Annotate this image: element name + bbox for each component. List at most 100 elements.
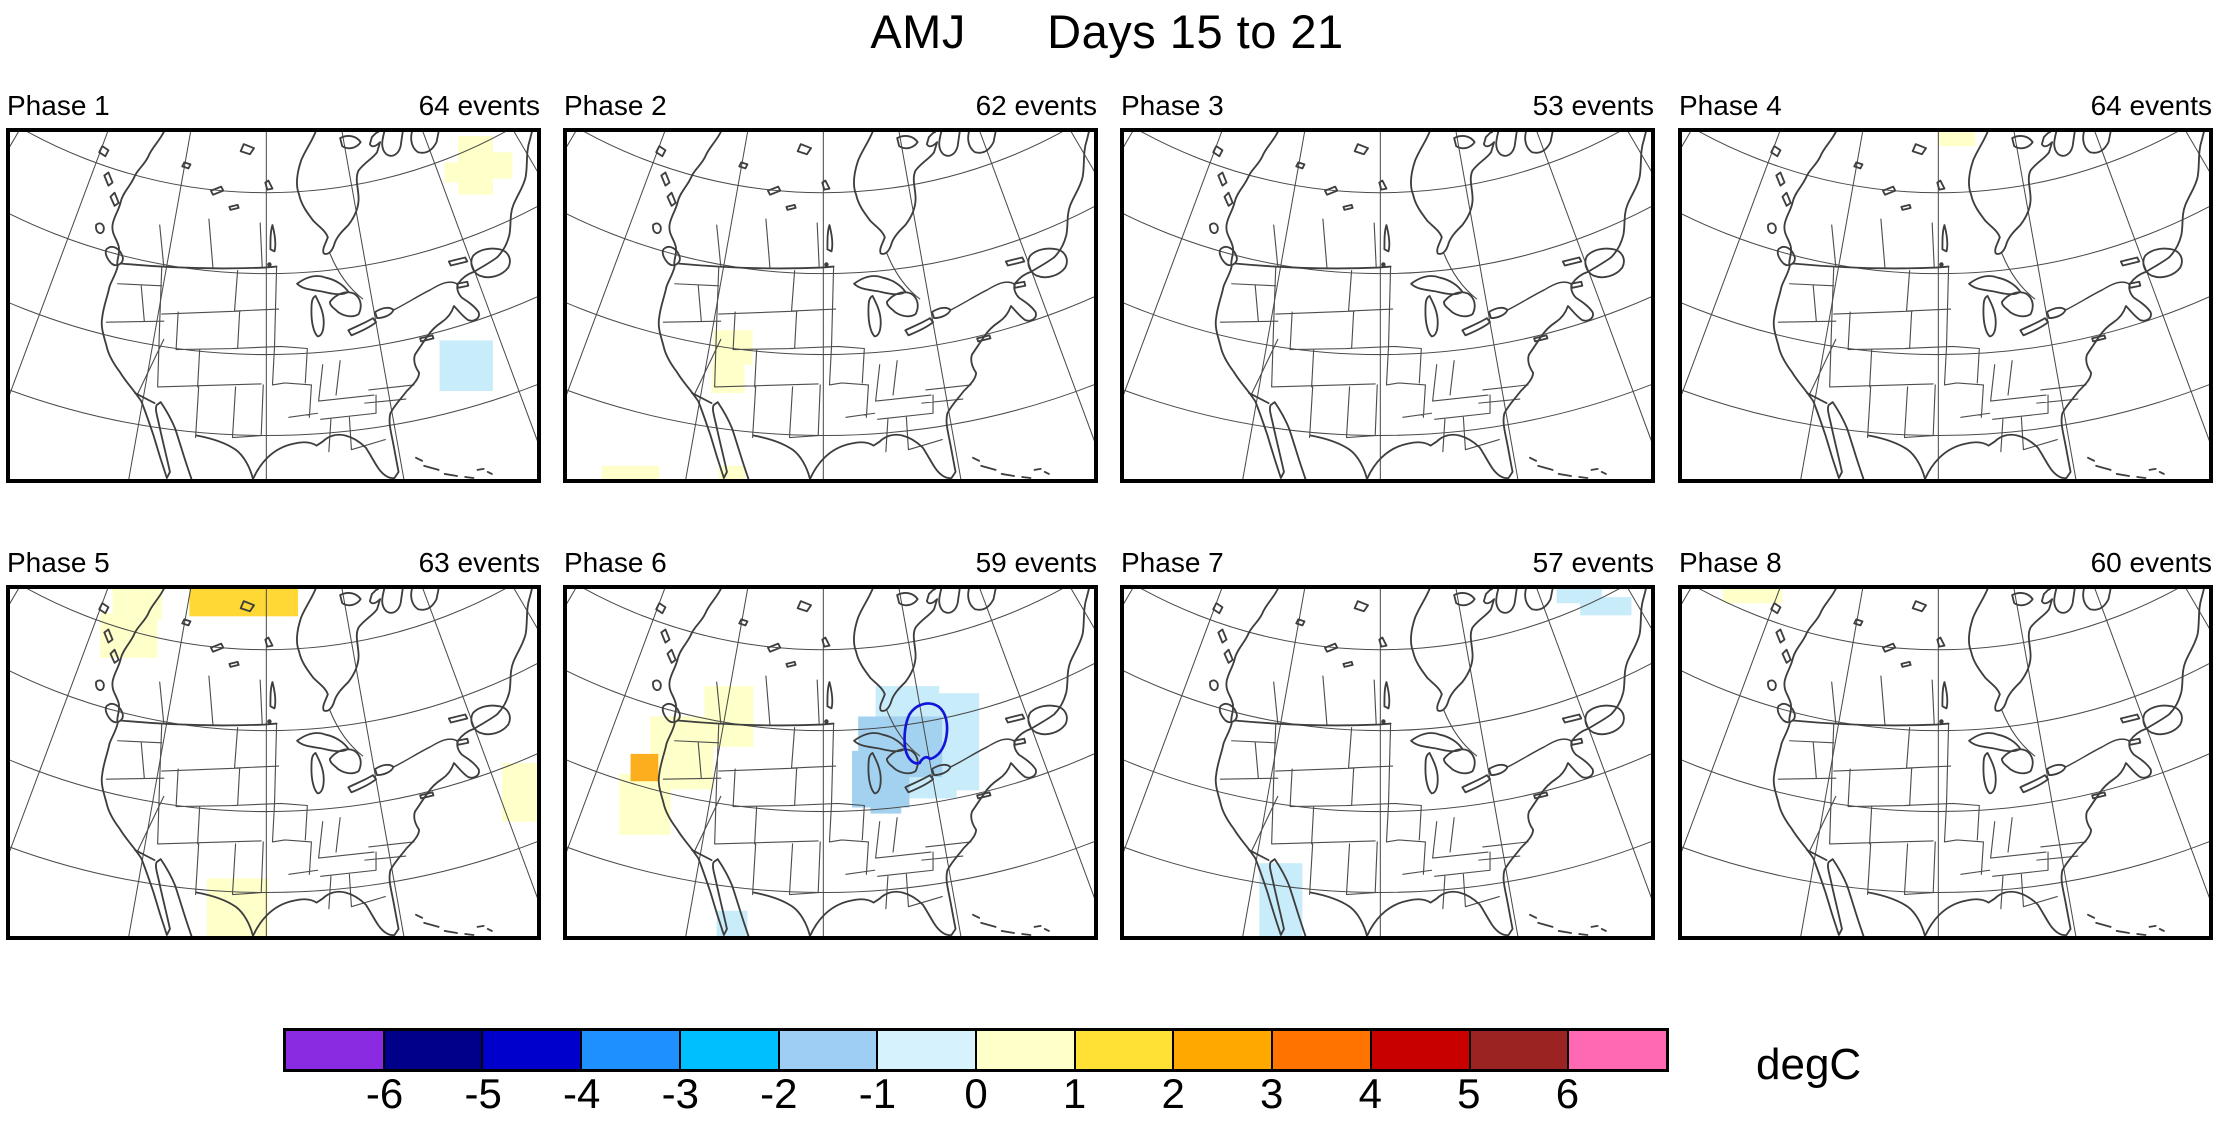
map-frame: [563, 585, 1098, 940]
anomaly-patch: [444, 162, 462, 183]
panel-header: Phase 2 62 events: [563, 90, 1098, 122]
map-panel-phase-6: Phase 6 59 events: [563, 547, 1098, 940]
colorbar-segment-0: [286, 1031, 383, 1069]
map-panel-phase-8: Phase 8 60 events: [1678, 547, 2213, 940]
basemap-use: [1682, 132, 2209, 479]
colorbar-tick--2: -2: [760, 1070, 798, 1117]
colorbar-tick--6: -6: [365, 1070, 404, 1117]
colorbar-segment-5: [777, 1031, 877, 1069]
phase-label: Phase 6: [564, 547, 667, 578]
colorbar-tick--1: -1: [858, 1070, 897, 1117]
map-panel-phase-4: Phase 4 64 events: [1678, 90, 2213, 483]
events-count-label: 59 events: [975, 547, 1097, 578]
anomaly-patch: [1259, 863, 1303, 936]
colorbar-tick-3: 3: [1260, 1070, 1284, 1117]
figure-title: AMJ Days 15 to 21: [870, 5, 1344, 58]
panel-header: Phase 5 63 events: [6, 547, 541, 579]
phase-label: Phase 1: [7, 90, 110, 121]
colorbar-units-label: degC: [1756, 1040, 1862, 1089]
anomaly-patch: [630, 753, 659, 782]
map-canvas: [1124, 132, 1651, 479]
map-panel-phase-5: Phase 5 63 events: [6, 547, 541, 940]
basemap-use: [1124, 589, 1651, 936]
anomaly-patches: [439, 136, 513, 391]
basemap-use: [10, 589, 537, 936]
colorbar-segment-4: [678, 1031, 778, 1069]
map-canvas: [1682, 589, 2209, 936]
events-count-label: 60 events: [2090, 547, 2212, 578]
significance-contour: [903, 702, 949, 765]
panel-header: Phase 6 59 events: [563, 547, 1098, 579]
basemap-use: [567, 132, 1094, 479]
events-count-label: 57 events: [1532, 547, 1654, 578]
colorbar-tick-labels: -6 -5 -4 -3 -2 -1 0 1 2 3 4 5 6: [283, 1070, 1669, 1120]
map-frame: [6, 128, 541, 483]
anomaly-patch: [1580, 597, 1632, 616]
colorbar-tick-6: 6: [1555, 1070, 1580, 1117]
map-panel-phase-3: Phase 3 53 events: [1120, 90, 1655, 483]
map-frame: [1678, 128, 2213, 483]
colorbar-tick-4: 4: [1358, 1070, 1382, 1117]
anomaly-patch: [716, 910, 748, 936]
anomaly-patches: [601, 330, 753, 479]
anomaly-patches: [1938, 132, 1976, 147]
colorbar-tick--3: -3: [661, 1070, 699, 1117]
anomaly-patch: [1723, 589, 1783, 604]
anomaly-patch: [601, 465, 660, 479]
map-canvas: [1124, 589, 1651, 936]
map-frame: [1120, 128, 1655, 483]
colorbar-segment-9: [1172, 1031, 1272, 1069]
phase-label: Phase 4: [1679, 90, 1782, 121]
anomaly-patch: [1938, 132, 1976, 147]
colorbar-segment-1: [382, 1031, 482, 1069]
anomaly-patches: [1723, 589, 1783, 604]
panel-header: Phase 7 57 events: [1120, 547, 1655, 579]
map-canvas: [567, 132, 1094, 479]
map-canvas: [10, 132, 537, 479]
phase-label: Phase 3: [1121, 90, 1224, 121]
basemap-use: [1682, 589, 2209, 936]
basemap-use: [10, 132, 537, 479]
colorbar-segment-6: [876, 1031, 976, 1069]
map-canvas: [10, 589, 537, 936]
colorbar-tick-5: 5: [1457, 1070, 1481, 1117]
colorbar-tick-2: 2: [1161, 1070, 1185, 1117]
colorbar-segment-3: [580, 1031, 679, 1069]
colorbar-tick-1: 1: [1062, 1070, 1087, 1117]
colorbar-segment-12: [1468, 1031, 1568, 1069]
colorbar-tick--4: -4: [563, 1070, 601, 1117]
phase-label: Phase 2: [564, 90, 667, 121]
panel-header: Phase 3 53 events: [1120, 90, 1655, 122]
phase-label: Phase 7: [1121, 547, 1224, 578]
map-panel-phase-2: Phase 2 62 events: [563, 90, 1098, 483]
anomaly-patches: [619, 686, 980, 936]
basemap-use: [1124, 132, 1651, 479]
events-count-label: 64 events: [2090, 90, 2212, 121]
colorbar-segment-10: [1271, 1031, 1370, 1069]
colorbar-segment-13: [1567, 1031, 1667, 1069]
map-panel-phase-7: Phase 7 57 events: [1120, 547, 1655, 940]
events-count-label: 63 events: [418, 547, 540, 578]
colorbar-segment-8: [1073, 1031, 1173, 1069]
panel-header: Phase 4 64 events: [1678, 90, 2213, 122]
map-frame: [6, 585, 541, 940]
anomaly-patch: [439, 340, 493, 391]
panel-header: Phase 1 64 events: [6, 90, 541, 122]
anomaly-patch: [619, 774, 671, 835]
events-count-label: 62 events: [975, 90, 1097, 121]
colorbar-segment-2: [481, 1031, 581, 1069]
anomaly-patch: [711, 362, 745, 394]
map-canvas: [1682, 132, 2209, 479]
phase-label: Phase 8: [1679, 547, 1782, 578]
colorbar-segment-7: [975, 1031, 1074, 1069]
map-frame: [1678, 585, 2213, 940]
colorbar-tick--5: -5: [464, 1070, 502, 1117]
map-frame: [1120, 585, 1655, 940]
events-count-label: 64 events: [418, 90, 540, 121]
events-count-label: 53 events: [1532, 90, 1654, 121]
colorbar-tick-0: 0: [964, 1070, 988, 1117]
colorbar-segment-11: [1369, 1031, 1469, 1069]
map-canvas: [567, 589, 1094, 936]
map-frame: [563, 128, 1098, 483]
